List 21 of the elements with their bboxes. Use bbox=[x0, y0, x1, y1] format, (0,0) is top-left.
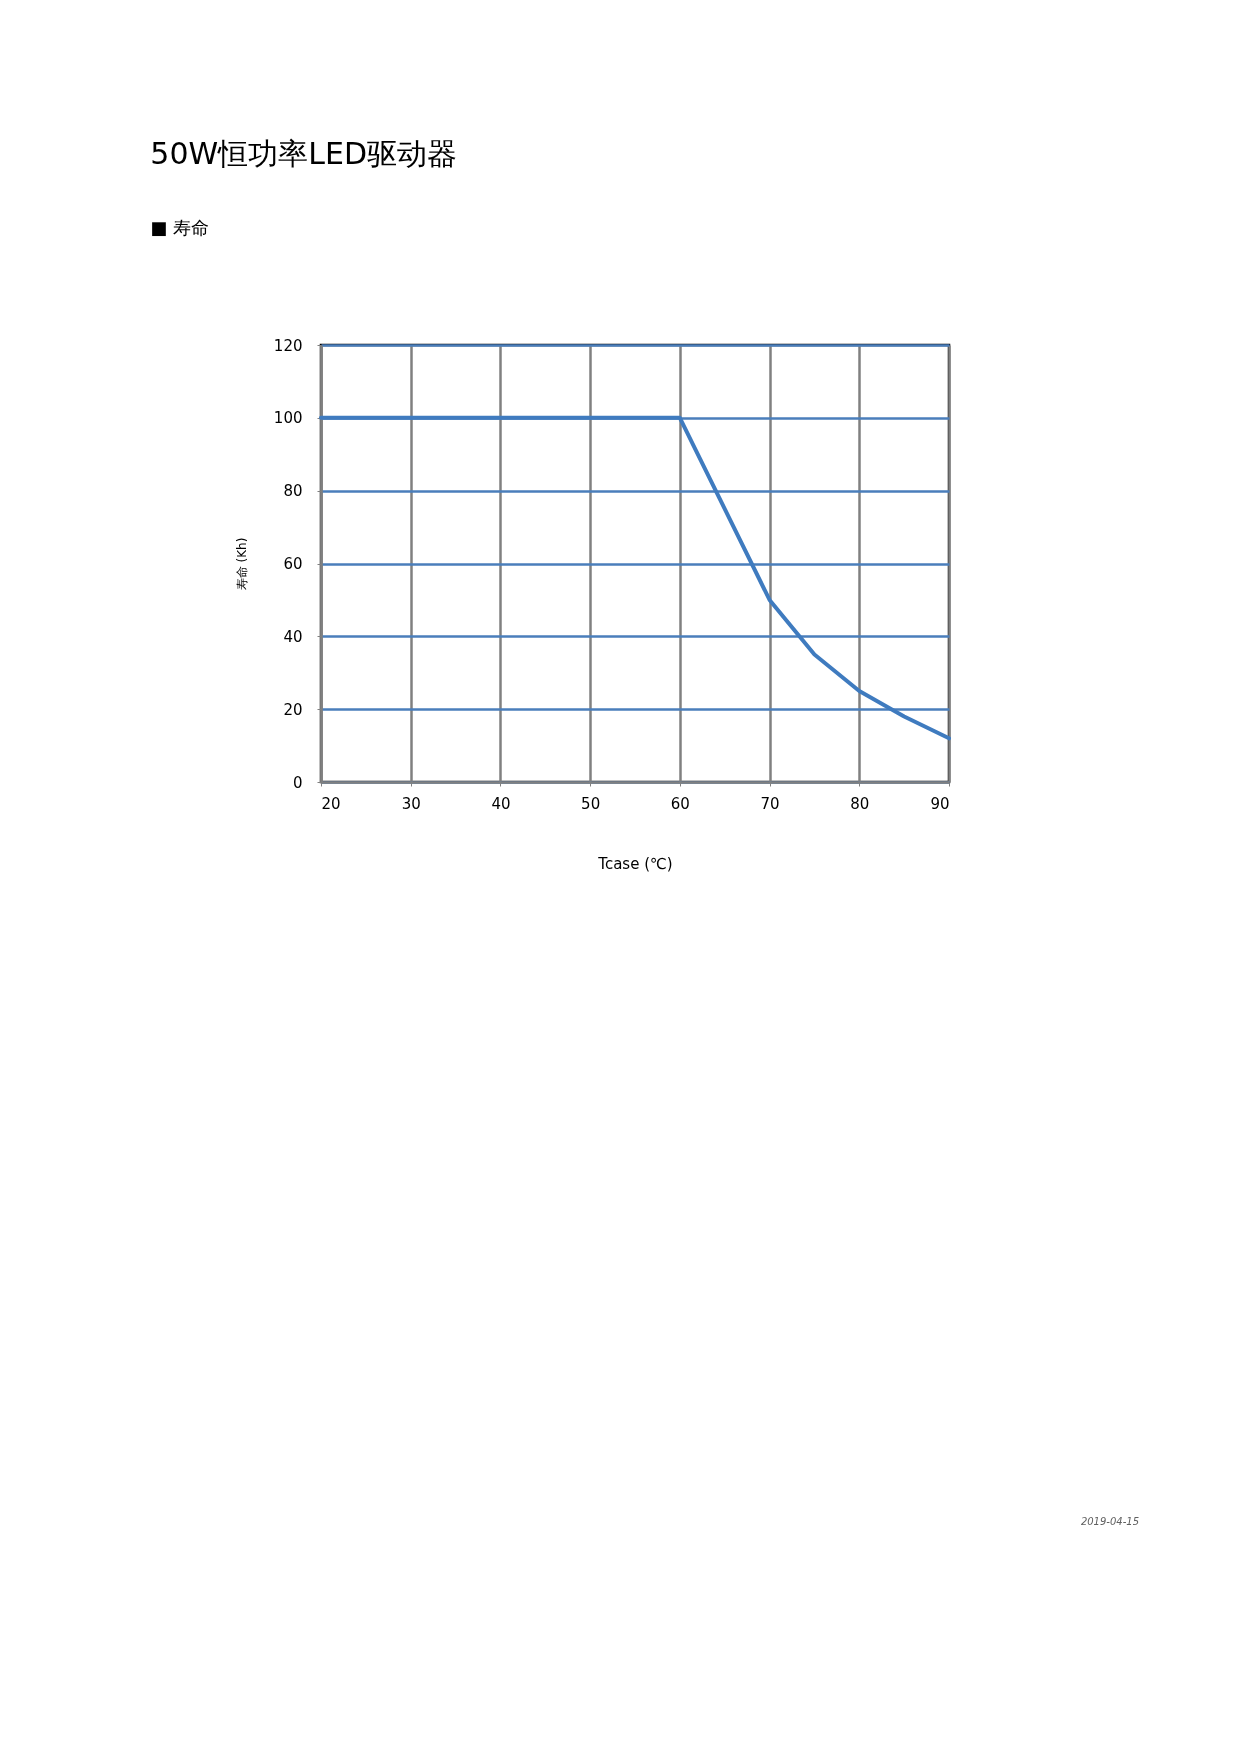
y-tick-label: 100 bbox=[273, 409, 303, 428]
x-tick-label: 60 bbox=[670, 794, 690, 813]
chart-subtitle: ■ 寿命 bbox=[150, 217, 210, 238]
x-axis-title: Tcase (℃) bbox=[597, 854, 673, 873]
y-tick-label: 80 bbox=[283, 482, 303, 501]
x-tick-label: 70 bbox=[760, 794, 780, 813]
y-axis-title: 寿命 (Kh) bbox=[234, 537, 249, 591]
text: 2019-04-15 bbox=[1080, 1516, 1139, 1527]
x-tick-label: 80 bbox=[850, 794, 870, 813]
y-tick-label: 60 bbox=[283, 555, 303, 573]
x-tick-label: 50 bbox=[581, 794, 601, 813]
line-series bbox=[319, 415, 951, 741]
x-tick-label: 40 bbox=[491, 794, 511, 813]
y-tick-label: 20 bbox=[283, 700, 303, 719]
y-tick-label: 0 bbox=[292, 773, 303, 792]
x-tick-label: 90 bbox=[930, 794, 950, 813]
y-tick-label: 40 bbox=[283, 627, 303, 646]
x-tick-label: 30 bbox=[401, 794, 421, 813]
x-tick-label: 20 bbox=[321, 794, 341, 813]
y-tick-label: 120 bbox=[273, 336, 303, 355]
chart-title: 50W恒功率LED驱动器 bbox=[150, 136, 457, 171]
